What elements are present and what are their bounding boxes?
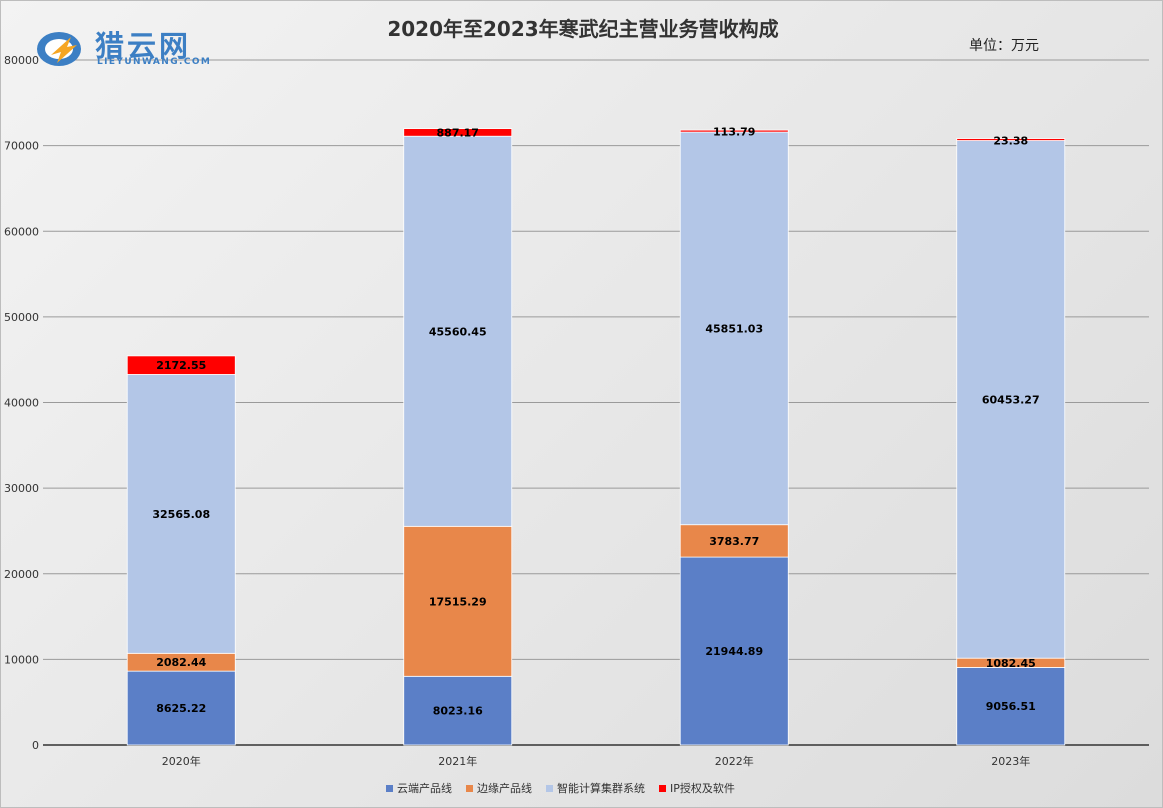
y-tick-label: 70000 [4, 140, 39, 153]
y-tick-label: 40000 [4, 397, 39, 410]
y-tick-label: 30000 [4, 482, 39, 495]
x-tick-label: 2020年 [162, 754, 201, 768]
bar-segment [403, 525, 513, 677]
legend-swatch [659, 784, 666, 792]
data-labels: 8625.22 2082.44 32565.08 2172.55 8023.16 1751… [152, 126, 1039, 718]
bar-segment [956, 667, 1066, 746]
chart-title: 2020年至2023年寒武纪主营业务营收构成 [387, 17, 778, 41]
y-tick-label: 0 [32, 739, 39, 752]
bar-segment [126, 355, 236, 375]
x-tick-label: 2023年 [991, 754, 1030, 768]
y-tick-label: 50000 [4, 311, 39, 324]
logo-subtext: LIEYUNWANG.COM [97, 57, 212, 67]
data-label: 1082.45 [986, 657, 1036, 670]
data-label: 17515.29 [429, 595, 487, 608]
bar-segment [126, 670, 236, 746]
x-tick-label: 2022年 [715, 754, 754, 768]
y-tick-label: 20000 [4, 568, 39, 581]
bar-segment [403, 675, 513, 746]
x-tick-label: 2021年 [438, 754, 477, 768]
data-label: 8023.16 [433, 705, 483, 718]
bar-segment [679, 129, 789, 133]
legend-label: 边缘产品线 [477, 782, 532, 795]
data-label: 32565.08 [152, 508, 210, 521]
bar-segment [956, 140, 1066, 659]
legend-label: 智能计算集群系统 [557, 782, 645, 795]
legend-label: 云端产品线 [397, 782, 452, 795]
data-label: 23.38 [993, 134, 1028, 147]
data-label: 3783.77 [709, 535, 759, 548]
bar-segment [403, 128, 513, 137]
logo: 猎云网 LIEYUNWANG.COM [33, 23, 223, 73]
bars [126, 128, 1066, 746]
data-label: 2172.55 [156, 359, 206, 372]
unit-label: 单位：万元 [969, 38, 1039, 54]
logo-text: 猎云网 [95, 29, 192, 63]
legend-item: 智能计算集群系统 [546, 780, 645, 796]
x-axis: 2020年 2021年 2022年 2023年 [162, 754, 1031, 768]
legend-item: 云端产品线 [386, 780, 452, 796]
data-label: 9056.51 [986, 700, 1036, 713]
legend-item: IP授权及软件 [659, 780, 735, 796]
bar-segment [679, 131, 789, 526]
legend-swatch [546, 784, 553, 792]
y-tick-label: 80000 [4, 54, 39, 67]
data-label: 113.79 [713, 126, 755, 139]
bar-segment [126, 374, 236, 654]
logo-icon [37, 32, 81, 66]
legend-item: 边缘产品线 [466, 780, 532, 796]
bar-segment [679, 556, 789, 746]
data-label: 887.17 [437, 126, 479, 139]
data-label: 2082.44 [156, 656, 206, 669]
chart-legend: 云端产品线 边缘产品线 智能计算集群系统 IP授权及软件 [378, 777, 743, 799]
legend-swatch [466, 784, 473, 792]
bar-segment [956, 138, 1066, 141]
legend-swatch [386, 784, 393, 792]
data-label: 45851.03 [705, 322, 763, 335]
bar-segment [403, 135, 513, 527]
y-tick-label: 60000 [4, 225, 39, 238]
data-label: 8625.22 [156, 702, 206, 715]
legend-label: IP授权及软件 [670, 782, 735, 795]
data-label: 45560.45 [429, 325, 487, 338]
data-label: 60453.27 [982, 393, 1040, 406]
data-label: 21944.89 [705, 645, 763, 658]
y-tick-label: 10000 [4, 653, 39, 666]
